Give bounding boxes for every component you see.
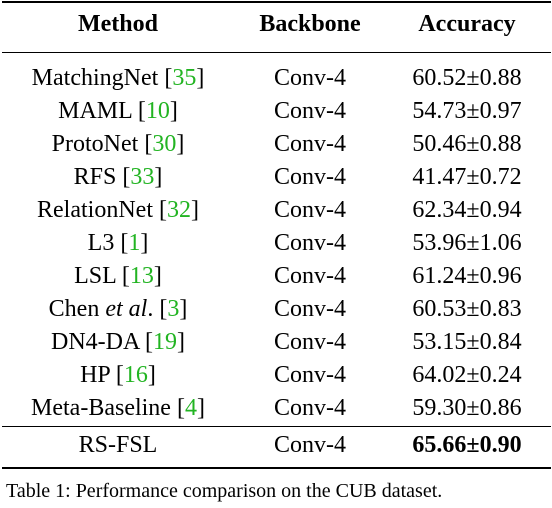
method-name: ProtoNet: [51, 131, 139, 157]
table-bottom-rule: [2, 467, 551, 469]
method-name: L3: [87, 230, 115, 256]
backbone-cell: Conv-4: [274, 263, 346, 289]
method-cell: LSL [13]: [74, 263, 162, 289]
method-name-prefix: Chen: [48, 296, 106, 322]
table-header-row: Method Backbone Accuracy: [0, 8, 552, 41]
method-cell: MAML [10]: [58, 98, 178, 124]
accuracy-cell: 60.53±0.83: [412, 296, 522, 322]
accuracy-cell: 64.02±0.24: [412, 362, 522, 388]
citation-link[interactable]: 35: [172, 65, 197, 91]
citation-link[interactable]: 33: [130, 164, 155, 190]
method-name: DN4-DA: [51, 329, 139, 355]
citation-link[interactable]: 13: [129, 263, 154, 289]
accuracy-cell: 62.34±0.94: [412, 197, 522, 223]
table-caption: Table 1: Performance comparison on the C…: [6, 480, 443, 502]
method-cell: ProtoNet [30]: [51, 131, 185, 157]
table-header-rule: [2, 52, 551, 53]
header-method: Method: [78, 11, 158, 37]
method-name: MatchingNet: [31, 65, 159, 91]
accuracy-cell: 60.52±0.88: [412, 65, 522, 91]
method-name: RFS: [73, 164, 117, 190]
backbone-cell: Conv-4: [274, 131, 346, 157]
backbone-cell: Conv-4: [274, 164, 346, 190]
backbone-cell: Conv-4: [274, 432, 346, 458]
method-cell: HP [16]: [80, 362, 156, 388]
citation-link[interactable]: 30: [152, 131, 177, 157]
method-name-italic: et al: [105, 296, 148, 322]
accuracy-cell-best: 65.66±0.90: [412, 432, 522, 458]
backbone-cell: Conv-4: [274, 98, 346, 124]
table-row: MAML [10] Conv-4 54.73±0.97: [0, 95, 552, 128]
backbone-cell: Conv-4: [274, 329, 346, 355]
citation-link[interactable]: 3: [167, 296, 180, 322]
table-row: L3 [1] Conv-4 53.96±1.06: [0, 227, 552, 260]
method-name: HP: [80, 362, 110, 388]
table-top-rule: [2, 1, 551, 3]
backbone-cell: Conv-4: [274, 65, 346, 91]
table-row: MatchingNet [35] Conv-4 60.52±0.88: [0, 62, 552, 95]
method-name: LSL: [74, 263, 116, 289]
header-accuracy: Accuracy: [418, 11, 516, 37]
citation-link[interactable]: 1: [128, 230, 141, 256]
citation-link[interactable]: 4: [184, 395, 197, 421]
citation-link[interactable]: 32: [166, 197, 191, 223]
method-name: MAML: [58, 98, 132, 124]
table-row: Meta-Baseline [4] Conv-4 59.30±0.86: [0, 392, 552, 425]
accuracy-cell: 61.24±0.96: [412, 263, 522, 289]
method-cell: MatchingNet [35]: [31, 65, 205, 91]
backbone-cell: Conv-4: [274, 362, 346, 388]
accuracy-cell: 53.96±1.06: [412, 230, 522, 256]
backbone-cell: Conv-4: [274, 395, 346, 421]
method-name: Meta-Baseline: [31, 395, 171, 421]
accuracy-cell: 59.30±0.86: [412, 395, 522, 421]
citation-link[interactable]: 19: [153, 329, 177, 355]
accuracy-cell: 50.46±0.88: [412, 131, 522, 157]
header-backbone: Backbone: [259, 11, 361, 37]
accuracy-cell: 41.47±0.72: [412, 164, 522, 190]
citation-link[interactable]: 10: [145, 98, 170, 124]
table-ours-rule: [2, 426, 551, 427]
method-cell: RelationNet [32]: [37, 197, 199, 223]
method-cell: Meta-Baseline [4]: [31, 395, 205, 421]
table-row: RelationNet [32] Conv-4 62.34±0.94: [0, 194, 552, 227]
method-cell: RS-FSL: [78, 432, 158, 458]
accuracy-cell: 53.15±0.84: [412, 329, 522, 355]
table-row: RFS [33] Conv-4 41.47±0.72: [0, 161, 552, 194]
accuracy-cell: 54.73±0.97: [412, 98, 522, 124]
backbone-cell: Conv-4: [274, 197, 346, 223]
table-row: ProtoNet [30] Conv-4 50.46±0.88: [0, 128, 552, 161]
table-row: LSL [13] Conv-4 61.24±0.96: [0, 260, 552, 293]
method-cell: Chen et al. [3]: [48, 296, 188, 322]
method-name: RelationNet: [37, 197, 153, 223]
method-cell: L3 [1]: [87, 230, 149, 256]
method-cell: DN4-DA [19]: [51, 329, 185, 355]
backbone-cell: Conv-4: [274, 296, 346, 322]
citation-link[interactable]: 16: [123, 362, 148, 388]
backbone-cell: Conv-4: [274, 230, 346, 256]
method-name-suffix: .: [147, 296, 154, 322]
table-row: HP [16] Conv-4 64.02±0.24: [0, 359, 552, 392]
table-row-ours: RS-FSL Conv-4 65.66±0.90: [0, 429, 552, 462]
method-cell: RFS [33]: [73, 164, 163, 190]
table-row: DN4-DA [19] Conv-4 53.15±0.84: [0, 326, 552, 359]
table-row: Chen et al. [3] Conv-4 60.53±0.83: [0, 293, 552, 326]
